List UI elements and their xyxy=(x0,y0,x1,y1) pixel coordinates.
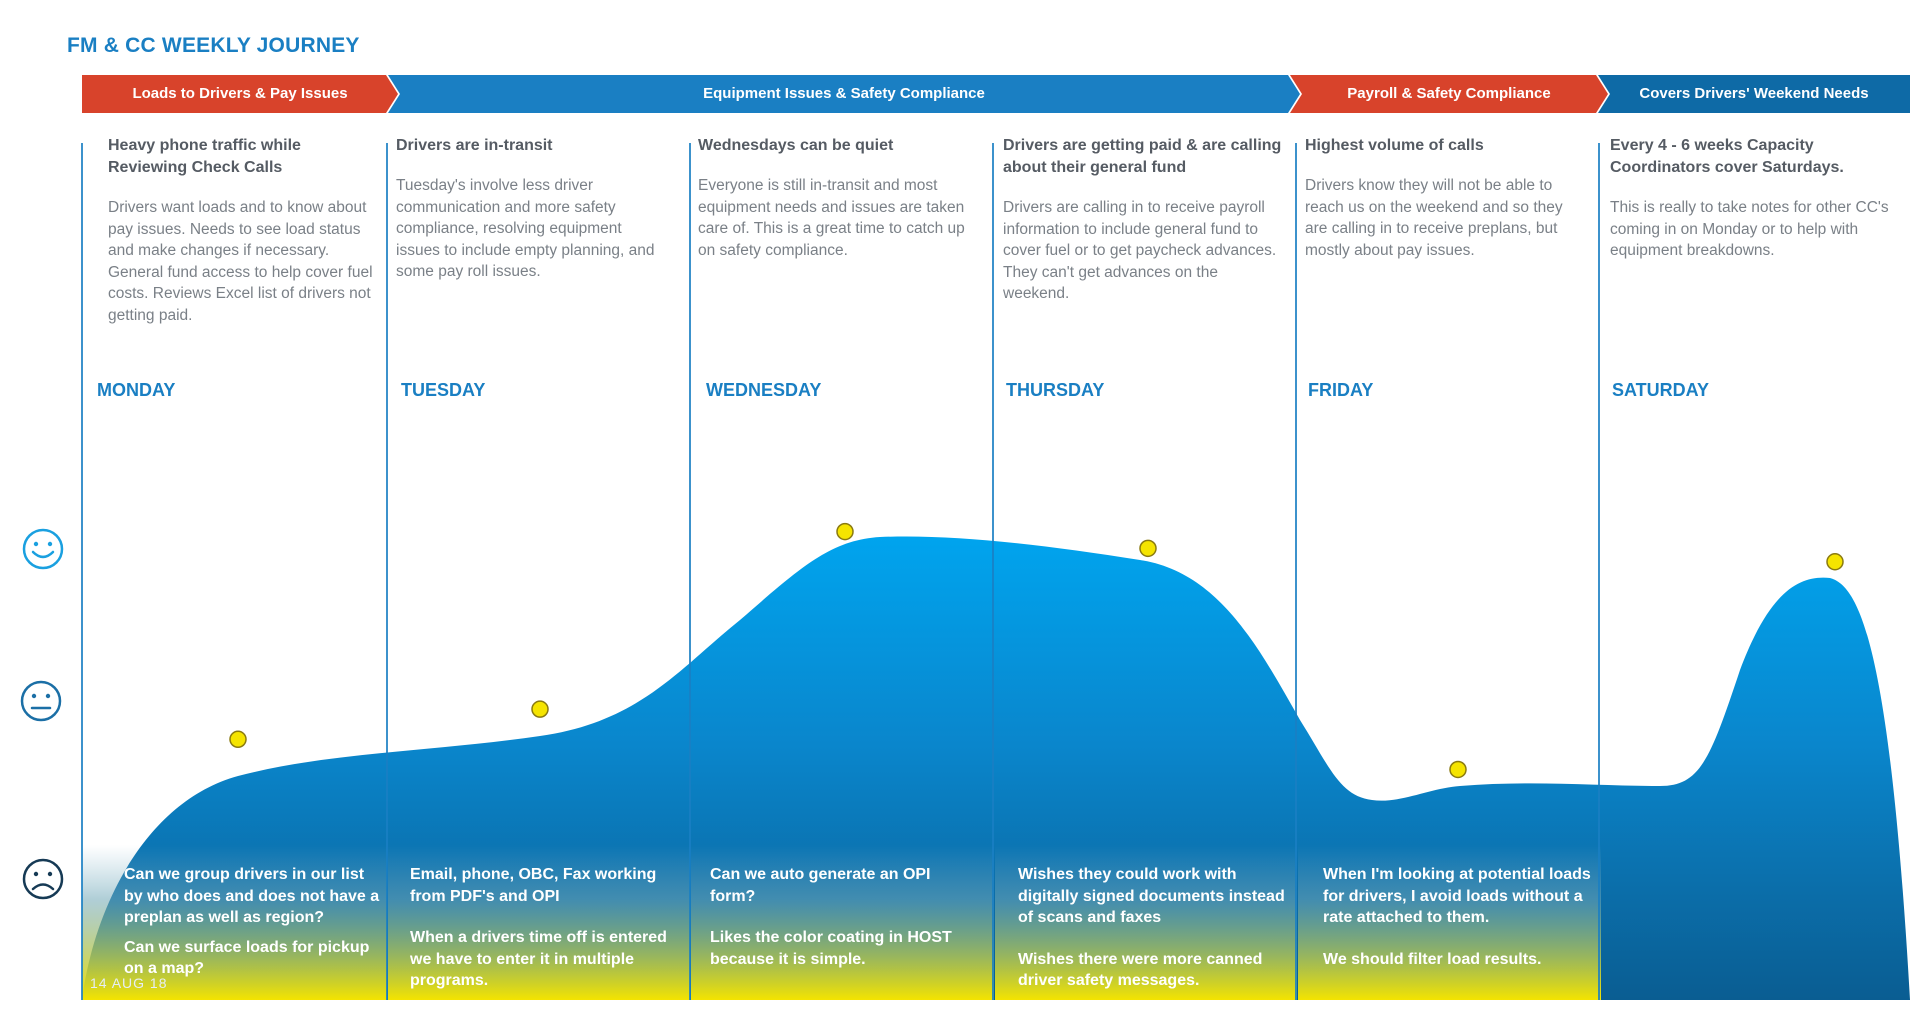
column-heading: Highest volume of calls xyxy=(1305,137,1484,154)
day-label-monday: MONDAY xyxy=(97,380,176,400)
emotion-dot-friday xyxy=(1449,760,1467,779)
note-bg xyxy=(82,845,387,1000)
note-monday: Can we group drivers in our list by who … xyxy=(124,864,386,1000)
column-heading: Heavy phone traffic while Reviewing Chec… xyxy=(108,137,301,176)
column-heading: Drivers are in-transit xyxy=(396,137,553,154)
column-monday: Heavy phone traffic while Reviewing Chec… xyxy=(108,135,376,326)
note-text: Can we group drivers in our list by who … xyxy=(124,866,380,926)
date-stamp: 14 AUG 18 xyxy=(90,975,168,991)
column-thursday: Drivers are getting paid & are calling a… xyxy=(1003,135,1283,305)
emotion-dot-saturday xyxy=(1826,553,1844,571)
emotion-dot-tuesday xyxy=(531,700,549,718)
column-heading: Every 4 - 6 weeks Capacity Coordinators … xyxy=(1610,137,1844,176)
note-bg xyxy=(691,845,994,1000)
note-bg xyxy=(1298,845,1601,1000)
day-label-saturday: SATURDAY xyxy=(1612,380,1710,400)
note-thursday: Wishes they could work with digitally si… xyxy=(1018,864,1288,1012)
banner-equipment-safety: Equipment Issues & Safety Compliance xyxy=(388,75,1300,113)
banner-weekend-needs: Covers Drivers' Weekend Needs xyxy=(1598,75,1910,113)
note-tuesday: Email, phone, OBC, Fax working from PDF'… xyxy=(410,864,686,1012)
day-label-thursday: THURSDAY xyxy=(1006,380,1105,400)
column-divider xyxy=(689,143,691,1000)
column-body: Drivers want loads and to know about pay… xyxy=(108,199,373,324)
note-text: Likes the color coating in HOST because … xyxy=(710,929,952,968)
neutral-face-icon xyxy=(20,680,62,722)
column-heading: Wednesdays can be quiet xyxy=(698,137,894,154)
column-divider xyxy=(1598,143,1600,1000)
note-bg xyxy=(388,845,690,1000)
column-divider xyxy=(1295,143,1297,1000)
column-body: Drivers know they will not be able to re… xyxy=(1305,177,1563,259)
banner-payroll-safety: Payroll & Safety Compliance xyxy=(1290,75,1608,113)
emotion-dot-thursday xyxy=(1139,539,1157,558)
emotion-dots xyxy=(229,522,1844,779)
note-text: When I'm looking at potential loads for … xyxy=(1323,866,1591,926)
column-body: Everyone is still in-transit and most eq… xyxy=(698,177,965,259)
note-friday: When I'm looking at potential loads for … xyxy=(1323,864,1593,990)
column-divider xyxy=(992,143,994,1000)
happy-face-icon xyxy=(22,528,64,570)
sad-face-icon xyxy=(22,858,64,900)
banner-loads-pay: Loads to Drivers & Pay Issues xyxy=(82,75,398,113)
column-wednesday: Wednesdays can be quiet Everyone is stil… xyxy=(698,135,974,261)
note-bg xyxy=(995,845,1297,1000)
column-tuesday: Drivers are in-transit Tuesday's involve… xyxy=(396,135,666,283)
note-text: Email, phone, OBC, Fax working from PDF'… xyxy=(410,866,657,905)
day-label-tuesday: TUESDAY xyxy=(401,380,486,400)
column-friday: Highest volume of calls Drivers know the… xyxy=(1305,135,1585,261)
banner-shape xyxy=(82,75,398,113)
note-text: Wishes there were more canned driver saf… xyxy=(1018,950,1263,990)
note-text: Wishes they could work with digitally si… xyxy=(1018,866,1285,926)
column-body: Drivers are calling in to receive payrol… xyxy=(1003,199,1277,302)
banner-shape xyxy=(388,75,1300,113)
note-text: Can we auto generate an OPI form? xyxy=(710,866,931,905)
column-body: This is really to take notes for other C… xyxy=(1610,199,1889,259)
note-text: We should filter load results. xyxy=(1323,950,1542,968)
banner-shape xyxy=(1598,75,1910,113)
column-saturday: Every 4 - 6 weeks Capacity Coordinators … xyxy=(1610,135,1900,262)
note-text: Can we surface loads for pickup on a map… xyxy=(124,938,370,978)
column-heading: Drivers are getting paid & are calling a… xyxy=(1003,137,1282,176)
note-text: When a drivers time off is entered we ha… xyxy=(410,929,667,989)
banner-shape xyxy=(1290,75,1608,113)
emotion-dot-wednesday xyxy=(836,522,854,541)
column-divider xyxy=(386,143,388,1000)
column-divider xyxy=(81,143,83,1000)
note-wednesday: Can we auto generate an OPI form? Likes … xyxy=(710,864,972,990)
page-title: FM & CC WEEKLY JOURNEY xyxy=(67,34,360,57)
day-label-friday: FRIDAY xyxy=(1308,380,1374,400)
day-label-wednesday: WEDNESDAY xyxy=(706,380,822,400)
emotion-dot-monday xyxy=(229,730,247,749)
column-body: Tuesday's involve less driver communicat… xyxy=(396,177,655,280)
